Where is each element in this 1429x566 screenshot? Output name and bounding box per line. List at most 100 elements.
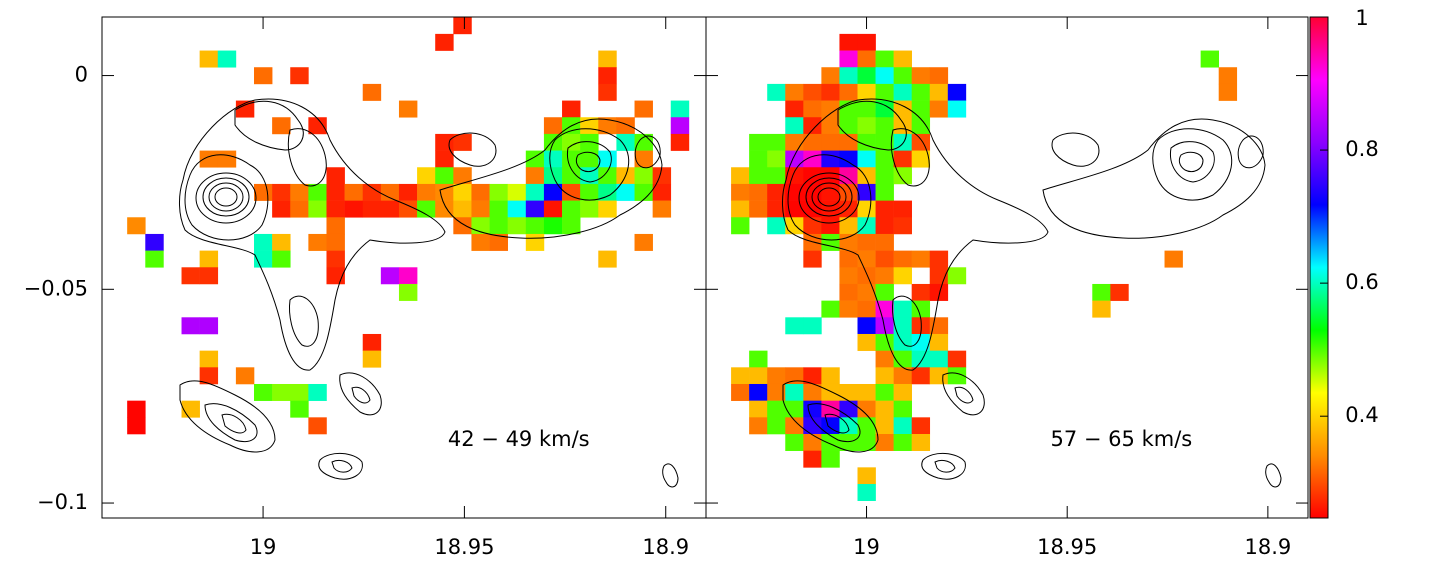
pixel: [453, 167, 472, 185]
pixel: [380, 200, 400, 218]
pixel: [181, 400, 200, 418]
x-tick-label: 19: [853, 535, 880, 559]
pixel: [785, 217, 804, 235]
pixel: [893, 50, 912, 68]
pixel: [598, 250, 617, 268]
pixel: [272, 183, 291, 201]
pixel: [254, 183, 273, 201]
pixel: [1092, 300, 1111, 318]
pixel: [857, 200, 876, 218]
pixel: [785, 83, 804, 101]
pixel: [821, 450, 840, 468]
pixel: [857, 383, 876, 401]
pixel: [857, 117, 876, 135]
pixel: [543, 150, 563, 168]
pixel: [145, 233, 164, 251]
pixel: [767, 150, 786, 168]
pixel: [803, 434, 822, 451]
pixel: [893, 300, 912, 318]
pixel: [1164, 250, 1183, 268]
pixel: [839, 300, 858, 318]
pixel: [616, 117, 635, 135]
pixel: [507, 200, 527, 218]
pixel: [562, 133, 581, 151]
pixel: [652, 200, 672, 218]
pixel: [857, 417, 876, 435]
pixel: [634, 233, 653, 251]
pixel: [199, 150, 219, 168]
pixel: [398, 283, 418, 301]
pixel: [839, 233, 858, 251]
pixel: [857, 217, 876, 235]
pixel: [803, 83, 822, 101]
pixel: [821, 217, 840, 235]
pixel: [435, 33, 454, 51]
pixel: [947, 367, 967, 385]
pixel: [821, 67, 840, 85]
pixel: [893, 383, 912, 401]
pixel: [767, 217, 786, 235]
pixel: [875, 267, 894, 285]
pixel: [398, 267, 418, 285]
pixel: [821, 133, 840, 151]
pixel: [1218, 67, 1238, 85]
pixel: [785, 317, 804, 335]
pixel: [749, 200, 768, 218]
pixel: [749, 400, 768, 418]
pixel: [767, 83, 786, 101]
pixel: [580, 133, 599, 151]
pixel: [326, 217, 345, 235]
pixel: [308, 117, 327, 135]
pixel: [598, 167, 617, 185]
pixel: [670, 133, 690, 151]
pixel: [875, 300, 894, 318]
pixel: [435, 183, 454, 201]
pixel: [803, 367, 822, 385]
pixel: [453, 17, 472, 35]
pixel: [767, 383, 786, 401]
pixel: [875, 434, 894, 451]
pixel: [911, 67, 931, 85]
pixel: [875, 167, 894, 185]
pixel: [634, 183, 653, 201]
pixel: [308, 383, 327, 401]
pixel: [839, 83, 858, 101]
pixel: [857, 300, 876, 318]
pixel: [380, 183, 400, 201]
pixel: [821, 167, 840, 185]
pixel: [929, 350, 949, 368]
pixel: [911, 350, 931, 368]
pixel: [821, 383, 840, 401]
pixel: [875, 50, 894, 68]
pixel: [767, 417, 786, 435]
pixel: [839, 117, 858, 135]
pixel: [344, 183, 364, 201]
pixel: [911, 150, 931, 168]
pixel: [272, 383, 291, 401]
pixel: [652, 167, 672, 185]
pixel: [839, 33, 858, 51]
pixel: [453, 200, 472, 218]
pixel: [731, 367, 750, 385]
pixel: [731, 383, 750, 401]
pixel: [911, 250, 931, 268]
pixel: [839, 283, 858, 301]
pixel: [821, 434, 840, 451]
pixel: [875, 283, 894, 301]
pixel: [857, 67, 876, 85]
pixel: [326, 200, 345, 218]
pixel: [749, 167, 768, 185]
pixel: [893, 200, 912, 218]
pixel: [893, 133, 912, 151]
pixel: [749, 383, 768, 401]
pixel: [857, 233, 876, 251]
pixel: [507, 183, 527, 201]
pixel: [821, 100, 840, 118]
pixel: [525, 167, 545, 185]
pixel: [821, 300, 840, 318]
pixel: [929, 67, 949, 85]
pixel: [254, 383, 273, 401]
pixel: [803, 317, 822, 335]
colorbar: [1309, 16, 1329, 519]
